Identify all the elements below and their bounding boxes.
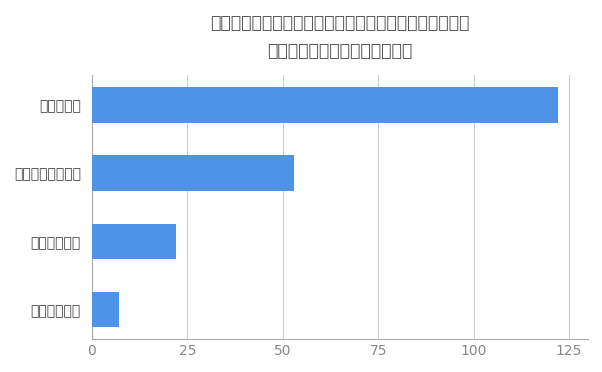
Title: 喪中はがきを出したにも関わらず年賀状が届いた場合、
あなたならどう対応しますか？: 喪中はがきを出したにも関わらず年賀状が届いた場合、 あなたならどう対応しますか？: [210, 14, 470, 60]
Bar: [92, 224, 176, 259]
Bar: [92, 292, 119, 327]
Bar: [92, 87, 557, 123]
Bar: [92, 155, 294, 191]
